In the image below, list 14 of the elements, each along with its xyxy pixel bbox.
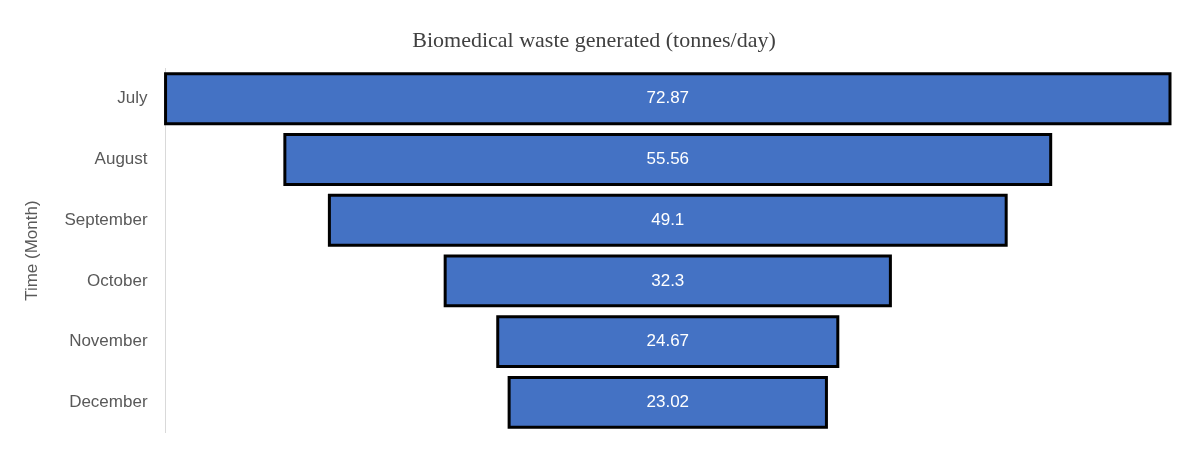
category-label: December <box>69 392 148 412</box>
data-label: 72.87 <box>646 88 690 108</box>
data-label: 49.1 <box>651 209 685 229</box>
text: Biomedical waste generated (tonnes/day) <box>412 26 776 52</box>
data-label: 23.02 <box>646 392 690 412</box>
category-label: July <box>117 88 149 108</box>
data-label: 24.67 <box>646 331 690 351</box>
category-label: August <box>94 149 148 169</box>
text: Time (Month) <box>21 200 41 301</box>
category-label: September <box>64 209 148 229</box>
category-label: October <box>87 270 148 290</box>
data-label: 55.56 <box>646 149 690 169</box>
data-label: 32.3 <box>651 270 685 290</box>
category-label: November <box>69 331 148 351</box>
